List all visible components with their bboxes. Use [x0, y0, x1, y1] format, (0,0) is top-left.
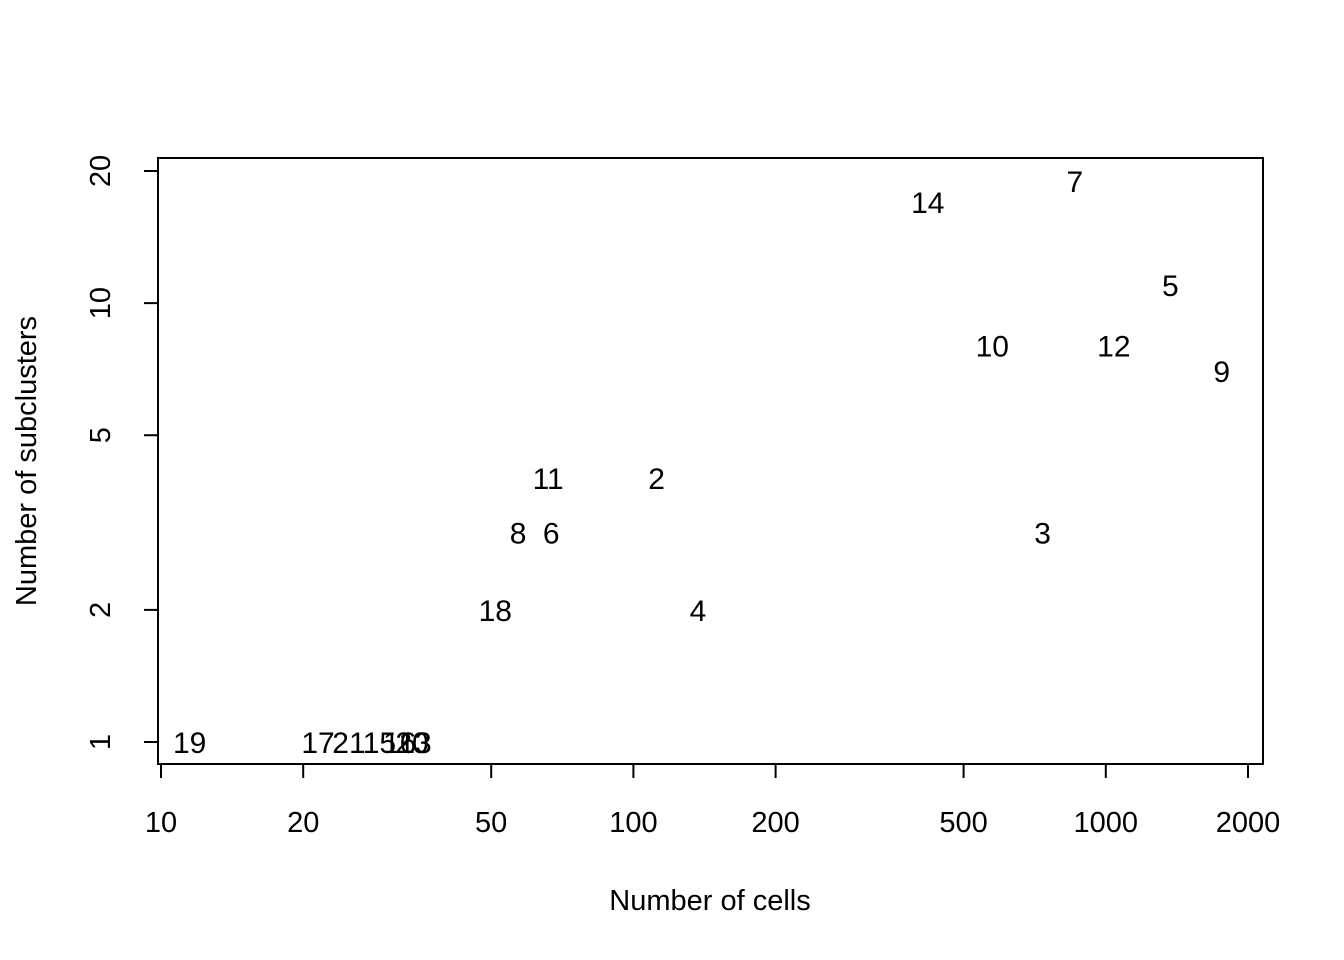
plot-frame [157, 157, 1264, 765]
x-tick-label: 50 [475, 807, 507, 839]
x-axis-title: Number of cells [609, 885, 810, 917]
point-label-10: 10 [976, 331, 1009, 364]
x-axis-ticks: 10 20 50 100 200 500 1000 2000 [145, 764, 1280, 839]
x-tick-label: 100 [609, 807, 657, 839]
y-axis-ticks: 1 2 5 10 20 [85, 155, 158, 750]
x-tick-label: 1000 [1074, 807, 1139, 839]
point-label-8: 8 [510, 518, 527, 551]
x-tick-label: 10 [145, 807, 177, 839]
point-label-14: 14 [911, 187, 944, 220]
point-label-17: 17 [301, 727, 334, 760]
point-label-20: 20 [395, 727, 428, 760]
y-tick-label: 20 [85, 155, 117, 187]
y-axis-title: Number of subclusters [11, 316, 43, 606]
y-tick-label: 1 [85, 734, 117, 750]
point-label-13: 13 [398, 727, 431, 760]
point-label-11: 11 [533, 463, 564, 496]
y-tick-label: 10 [85, 287, 117, 319]
x-tick-label: 500 [939, 807, 987, 839]
point-label-7: 7 [1067, 166, 1084, 199]
point-label-5: 5 [1162, 270, 1179, 303]
x-tick-label: 200 [751, 807, 799, 839]
point-label-6: 6 [543, 518, 560, 551]
point-label-9: 9 [1213, 356, 1230, 389]
point-label-3: 3 [1034, 518, 1051, 551]
point-label-4: 4 [690, 595, 707, 628]
x-tick-label: 2000 [1216, 807, 1281, 839]
y-tick-label: 2 [85, 602, 117, 618]
point-label-15: 15 [363, 727, 396, 760]
point-label-18: 18 [479, 595, 512, 628]
point-label-16: 16 [383, 727, 416, 760]
point-label-2: 2 [648, 463, 665, 496]
x-tick-label: 20 [287, 807, 319, 839]
point-label-21: 21 [332, 727, 365, 760]
point-label-12: 12 [1097, 331, 1130, 364]
y-tick-label: 5 [85, 427, 117, 443]
point-label-19: 19 [173, 727, 206, 760]
